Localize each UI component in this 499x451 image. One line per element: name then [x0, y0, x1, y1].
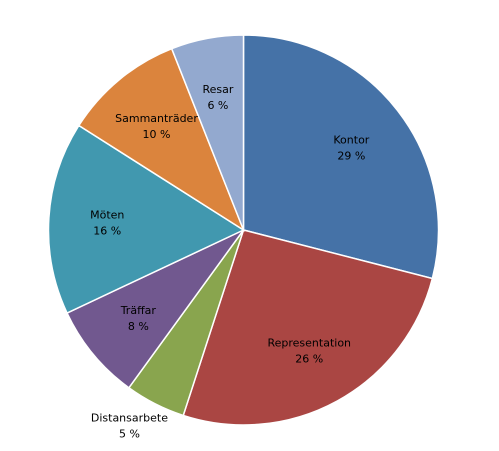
slice-value-sammantrader: 10 %: [143, 128, 171, 141]
slices-layer: [47, 34, 440, 426]
pie-slice-kontor: [242, 34, 440, 280]
slice-label-representation: Representation: [267, 337, 351, 350]
slice-label-traffar: Träffar: [120, 304, 157, 317]
slice-value-kontor: 29 %: [337, 149, 365, 162]
pie-slice-moten: [47, 124, 246, 315]
slice-label-distansarbete: Distansarbete: [91, 412, 168, 425]
slice-value-distansarbete: 5 %: [119, 428, 140, 441]
pie-slice-traffar: [66, 229, 245, 389]
labels-layer: Kontor 29 % Representation 26 % Distansarbet…: [90, 83, 370, 441]
slice-label-kontor: Kontor: [333, 133, 369, 146]
slice-label-sammantrader: Sammanträder: [115, 112, 198, 125]
pie-slice-representation: [182, 229, 434, 426]
slice-value-representation: 26 %: [295, 353, 323, 366]
slice-label-moten: Möten: [90, 208, 124, 221]
slice-value-resar: 6 %: [207, 99, 228, 112]
slice-value-moten: 16 %: [93, 224, 121, 237]
slice-label-resar: Resar: [202, 83, 233, 96]
slice-value-traffar: 8 %: [128, 320, 149, 333]
pie-slice-resar: [170, 34, 245, 231]
pie-slice-sammantrader: [77, 47, 246, 232]
